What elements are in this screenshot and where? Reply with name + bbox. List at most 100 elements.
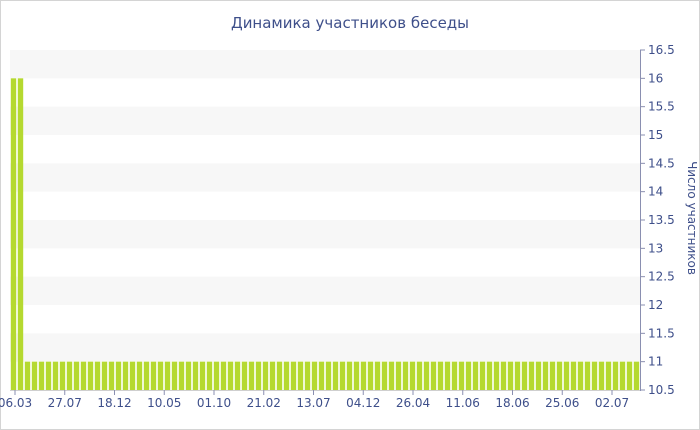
x-tick-label: 04.12: [346, 396, 380, 410]
x-tick-label: 13.07: [296, 396, 330, 410]
bar: [192, 361, 199, 390]
bar: [262, 361, 269, 390]
bar: [563, 361, 570, 390]
bar: [626, 361, 633, 390]
bar: [136, 361, 143, 390]
bar: [94, 361, 101, 390]
bar: [255, 361, 262, 390]
bar: [87, 361, 94, 390]
bar: [178, 361, 185, 390]
x-tick-label: 01.10: [197, 396, 231, 410]
bar: [171, 361, 178, 390]
bar: [507, 361, 514, 390]
bar: [472, 361, 479, 390]
bar: [339, 361, 346, 390]
bar: [185, 361, 192, 390]
y-axis-label: Число участников: [685, 161, 699, 275]
y-axis-ticks: 10.5 11 11.5 12 12.5 13 13.5 14 14.5 15 15.5 16 16.5: [640, 43, 675, 397]
x-axis-ticks: 06.03 27.07 18.12 10.05 01.10 21.02 13.07 04.12…: [0, 390, 629, 410]
x-tick-label: 18.12: [97, 396, 131, 410]
bar: [500, 361, 507, 390]
bar: [129, 361, 136, 390]
bar: [486, 361, 493, 390]
grid-band: [10, 276, 640, 305]
bar: [360, 361, 367, 390]
y-tick-label: 16: [648, 71, 663, 85]
y-tick-label: 13: [648, 241, 663, 255]
bar: [283, 361, 290, 390]
bar: [479, 361, 486, 390]
bar: [164, 361, 171, 390]
x-tick-label: 02.07: [595, 396, 629, 410]
bar: [311, 361, 318, 390]
bar: [122, 361, 129, 390]
bar: [157, 361, 164, 390]
bar: [304, 361, 311, 390]
bar: [381, 361, 388, 390]
bar: [542, 361, 549, 390]
bar: [353, 361, 360, 390]
bar: [17, 78, 24, 390]
bar: [430, 361, 437, 390]
bar-series: [10, 78, 640, 390]
bar: [619, 361, 626, 390]
bar: [220, 361, 227, 390]
bar: [115, 361, 122, 390]
bar: [388, 361, 395, 390]
x-tick-label: 21.02: [247, 396, 281, 410]
x-tick-label: 18.06: [495, 396, 529, 410]
x-tick-label: 10.05: [147, 396, 181, 410]
bar: [143, 361, 150, 390]
bar: [395, 361, 402, 390]
bar: [80, 361, 87, 390]
bar: [290, 361, 297, 390]
bar: [31, 361, 38, 390]
y-tick-label: 10.5: [648, 383, 675, 397]
bar: [416, 361, 423, 390]
bar: [549, 361, 556, 390]
y-tick-label: 11: [648, 355, 663, 369]
grid-band: [10, 50, 640, 79]
bar: [367, 361, 374, 390]
bar: [444, 361, 451, 390]
bar: [66, 361, 73, 390]
bar: [465, 361, 472, 390]
y-tick-label: 15.5: [648, 100, 675, 114]
bar: [402, 361, 409, 390]
bar: [213, 361, 220, 390]
bar: [52, 361, 59, 390]
bar: [206, 361, 213, 390]
y-tick-label: 14.5: [648, 156, 675, 170]
bar: [227, 361, 234, 390]
bar: [612, 361, 619, 390]
x-tick-label: 27.07: [48, 396, 82, 410]
bar: [150, 361, 157, 390]
grid-band: [10, 106, 640, 135]
bar: [269, 361, 276, 390]
x-tick-label: 11.06: [446, 396, 480, 410]
x-tick-label: 26.04: [396, 396, 430, 410]
x-tick-label: 06.03: [0, 396, 32, 410]
bar: [276, 361, 283, 390]
grid-bands: [10, 50, 640, 362]
bar: [24, 361, 31, 390]
bar: [248, 361, 255, 390]
bar: [199, 361, 206, 390]
bar: [437, 361, 444, 390]
bar: [598, 361, 605, 390]
bar: [591, 361, 598, 390]
bar: [297, 361, 304, 390]
bar: [241, 361, 248, 390]
bar: [584, 361, 591, 390]
grid-band: [10, 220, 640, 249]
y-tick-label: 12: [648, 298, 663, 312]
y-tick-label: 13.5: [648, 213, 675, 227]
bar: [458, 361, 465, 390]
bar: [556, 361, 563, 390]
bar: [528, 361, 535, 390]
bar: [535, 361, 542, 390]
y-tick-label: 15: [648, 128, 663, 142]
y-tick-label: 14: [648, 185, 663, 199]
bar: [73, 361, 80, 390]
bar: [38, 361, 45, 390]
